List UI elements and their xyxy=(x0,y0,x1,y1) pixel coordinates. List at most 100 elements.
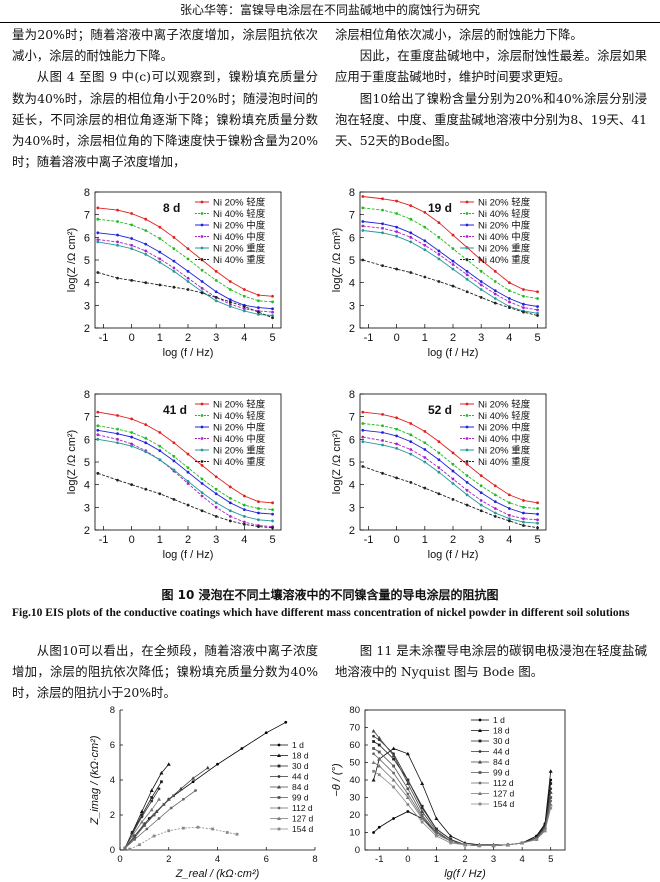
data-point xyxy=(420,806,424,810)
y-tick-label: 40 xyxy=(349,775,360,786)
x-tick-label: 4 xyxy=(519,854,524,865)
data-point xyxy=(257,500,260,504)
y-tick-label: 5 xyxy=(84,457,90,469)
legend-label: 154 d xyxy=(493,799,515,809)
data-point xyxy=(194,789,197,792)
data-point xyxy=(154,809,159,813)
data-point xyxy=(181,826,185,830)
x-tick-label: -1 xyxy=(99,332,109,344)
data-point xyxy=(200,464,204,467)
data-point xyxy=(214,299,218,303)
data-point xyxy=(395,234,399,238)
data-point xyxy=(420,816,425,820)
x-tick-label: 1 xyxy=(157,534,163,546)
data-point xyxy=(451,233,455,237)
data-point xyxy=(186,482,190,485)
data-point xyxy=(381,222,384,226)
data-point xyxy=(133,838,137,841)
x-tick-label: 2 xyxy=(185,332,191,344)
legend-label: 84 d xyxy=(493,757,510,767)
data-point xyxy=(423,225,427,229)
series-line xyxy=(124,721,286,849)
data-point xyxy=(271,314,274,317)
data-point xyxy=(96,437,100,441)
data-point xyxy=(116,437,119,441)
data-point xyxy=(242,494,246,498)
x-axis-label: lg(f / Hz) xyxy=(444,868,486,880)
data-point xyxy=(395,442,399,446)
y-tick-label: 8 xyxy=(84,187,90,199)
data-point xyxy=(200,491,204,494)
data-point xyxy=(172,459,176,463)
data-point xyxy=(181,797,185,801)
data-point xyxy=(437,458,441,462)
data-point xyxy=(479,509,483,513)
data-point xyxy=(536,305,539,308)
data-point xyxy=(130,417,134,421)
data-point xyxy=(435,834,438,838)
series-line xyxy=(124,795,174,849)
x-axis-label: log (f / Hz) xyxy=(163,347,214,359)
legend-marker xyxy=(465,460,469,463)
data-point xyxy=(361,435,365,439)
data-point xyxy=(377,750,381,754)
data-point xyxy=(228,302,232,306)
y-tick-label: 2 xyxy=(349,323,355,335)
data-point xyxy=(158,257,162,261)
data-point xyxy=(437,440,441,443)
x-tick-label: 3 xyxy=(213,332,219,344)
data-point xyxy=(409,204,413,207)
legend-marker xyxy=(478,771,482,774)
figure-caption-en: Fig.10 EIS plots of the conductive coati… xyxy=(12,607,630,619)
y-tick-label: 7 xyxy=(84,412,90,424)
legend-label: 99 d xyxy=(292,793,309,803)
data-point xyxy=(465,269,469,273)
x-axis-label: log (f / Hz) xyxy=(163,549,214,561)
x-tick-label: -1 xyxy=(99,534,109,546)
data-point xyxy=(130,483,134,487)
data-point xyxy=(522,520,525,524)
data-point xyxy=(172,285,176,289)
data-point xyxy=(536,297,539,300)
legend-marker xyxy=(277,816,281,820)
y-tick-label: 10 xyxy=(349,828,360,839)
data-point xyxy=(160,780,163,784)
data-point xyxy=(228,288,232,291)
data-point xyxy=(214,296,218,299)
data-point xyxy=(200,477,204,481)
data-point xyxy=(522,524,525,527)
legend-label: 1 d xyxy=(292,740,304,750)
y-tick-label: 4 xyxy=(349,480,355,492)
data-point xyxy=(479,491,483,494)
data-point xyxy=(228,509,232,513)
data-point xyxy=(271,508,274,511)
y-tick-label: 5 xyxy=(349,457,355,469)
data-point xyxy=(451,267,455,271)
y-tick-label: 0 xyxy=(110,845,115,856)
x-tick-label: 1 xyxy=(422,332,428,344)
data-point xyxy=(144,281,148,285)
data-point xyxy=(116,432,119,436)
legend-label: Ni 40% 轻度 xyxy=(478,208,531,220)
legend-label: Ni 20% 中度 xyxy=(213,422,266,434)
panel-title: 8 d xyxy=(163,201,180,215)
data-point xyxy=(130,444,134,448)
legend-marker xyxy=(277,785,281,789)
legend-label: Ni 20% 轻度 xyxy=(213,399,266,411)
data-point xyxy=(361,220,365,223)
data-point xyxy=(549,806,553,810)
data-point xyxy=(423,448,427,451)
x-tick-label: -1 xyxy=(364,332,374,344)
data-point xyxy=(423,248,427,252)
x-tick-label: 4 xyxy=(241,332,247,344)
data-point xyxy=(437,470,441,474)
y-tick-label: 5 xyxy=(349,255,355,267)
y-tick-label: 4 xyxy=(84,480,90,492)
data-point xyxy=(186,269,190,273)
y-axis-label: log(Z /Ω cm²) xyxy=(331,228,343,292)
y-tick-label: 4 xyxy=(84,278,90,290)
data-point xyxy=(242,508,246,511)
data-point xyxy=(186,503,190,507)
data-point xyxy=(395,476,399,480)
